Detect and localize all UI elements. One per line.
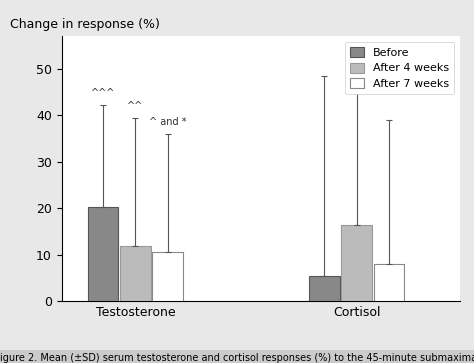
Bar: [341, 225, 372, 301]
Text: ^^: ^^: [348, 42, 365, 53]
Bar: [374, 264, 404, 301]
Bar: [152, 253, 183, 301]
Text: ^ and *: ^ and *: [149, 117, 187, 127]
Bar: [88, 207, 118, 301]
Text: Change in response (%): Change in response (%): [10, 18, 160, 31]
Text: igure 2. Mean (±SD) serum testosterone and cortisol responses (%) to the 45-minu: igure 2. Mean (±SD) serum testosterone a…: [0, 353, 474, 363]
Bar: [309, 276, 339, 301]
Text: ^^: ^^: [127, 101, 144, 111]
Legend: Before, After 4 weeks, After 7 weeks: Before, After 4 weeks, After 7 weeks: [345, 42, 454, 94]
Text: ^^^: ^^^: [91, 88, 115, 98]
Bar: [120, 245, 151, 301]
